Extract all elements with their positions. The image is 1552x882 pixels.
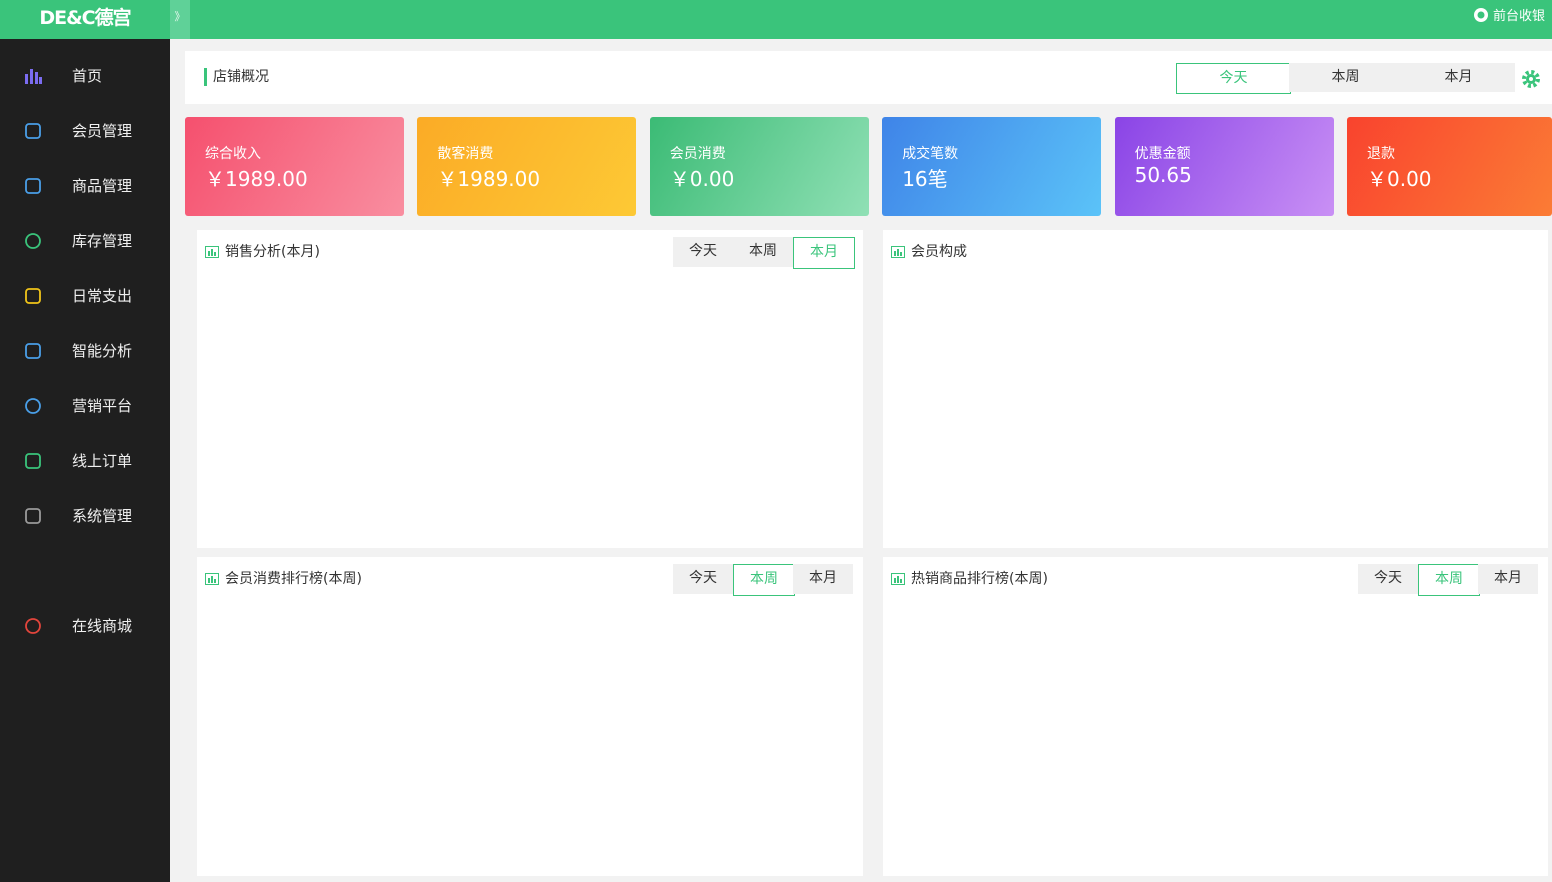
- menu-item[interactable]: 日常支出: [72, 287, 133, 305]
- panel: [883, 230, 1548, 548]
- panel-title: 会员消费排行榜(本周): [225, 571, 362, 587]
- header: [0, 0, 1552, 39]
- panel-icon: [205, 573, 219, 585]
- menu-item[interactable]: 线上订单: [72, 452, 133, 470]
- card-label: 成交笔数: [902, 146, 959, 162]
- stat-card: 成交笔数 16笔: [882, 117, 1102, 216]
- stat-card: 散客消费 ￥1989.00: [417, 117, 637, 216]
- menu-icon: [25, 288, 41, 304]
- cashier-label: 前台收银: [1492, 9, 1545, 24]
- stat-card: 优惠金额 50.65: [1114, 117, 1334, 216]
- panel-tab[interactable]: 本月: [793, 237, 855, 269]
- menu-icon: [25, 123, 41, 139]
- card-value: 50.65: [1134, 163, 1192, 187]
- overview-tab[interactable]: 今天: [1176, 63, 1291, 94]
- panel-icon: [205, 246, 219, 258]
- overview-tab[interactable]: 本周: [1289, 63, 1402, 92]
- panel-tab[interactable]: 本周: [733, 564, 795, 596]
- overview-title: 店铺概况: [213, 69, 269, 85]
- menu-item[interactable]: 库存管理: [72, 232, 133, 250]
- menu-icon: [25, 69, 42, 84]
- stat-card: 会员消费 ￥0.00: [649, 117, 869, 216]
- card-value: ￥1989.00: [205, 167, 308, 191]
- panel-title: 销售分析(本月): [225, 244, 320, 260]
- stat-card: 综合收入 ￥1989.00: [185, 117, 404, 216]
- menu-item[interactable]: 系统管理: [72, 507, 133, 525]
- title-accent: [204, 68, 207, 86]
- menu-item[interactable]: 营销平台: [72, 397, 133, 415]
- card-value: ￥0.00: [1367, 167, 1432, 191]
- cashier-link[interactable]: 前台收银: [1473, 0, 1545, 39]
- card-value: ￥0.00: [669, 167, 735, 191]
- sidebar: 首页会员管理商品管理库存管理日常支出智能分析营销平台线上订单系统管理在线商城: [0, 39, 170, 882]
- panel-icon: [891, 573, 905, 585]
- menu-icon: [25, 618, 41, 634]
- overview-tab[interactable]: 本月: [1402, 63, 1515, 92]
- card-label: 优惠金额: [1134, 146, 1191, 162]
- panel-tab[interactable]: 今天: [673, 564, 733, 594]
- collapse-button[interactable]: 》: [170, 0, 190, 39]
- cashier-icon: [1473, 8, 1488, 22]
- panel: [197, 230, 863, 548]
- card-label: 退款: [1367, 146, 1395, 162]
- card-value: ￥1989.00: [437, 167, 541, 191]
- menu-item[interactable]: 智能分析: [72, 342, 133, 360]
- card-label: 散客消费: [437, 146, 494, 162]
- logo[interactable]: DE&C德宫: [39, 7, 131, 29]
- menu-icon: [25, 178, 41, 194]
- panel: [883, 557, 1548, 876]
- panel-title: 会员构成: [911, 244, 967, 260]
- card-label: 综合收入: [205, 146, 261, 162]
- menu-item[interactable]: 在线商城: [72, 617, 133, 635]
- menu-icon: [25, 508, 41, 524]
- settings-icon[interactable]: [1521, 69, 1541, 89]
- panel-tab[interactable]: 今天: [673, 237, 733, 267]
- panel-tab[interactable]: 本周: [1418, 564, 1480, 596]
- menu-item[interactable]: 首页: [72, 67, 103, 85]
- panel-tab[interactable]: 本月: [1478, 564, 1538, 594]
- panel-tab[interactable]: 本周: [733, 237, 793, 267]
- panel-tab[interactable]: 本月: [793, 564, 853, 594]
- menu-icon: [25, 233, 41, 249]
- card-label: 会员消费: [669, 146, 726, 162]
- menu-item[interactable]: 会员管理: [72, 122, 133, 140]
- menu-icon: [25, 343, 41, 359]
- panel-icon: [891, 246, 905, 258]
- panel-title: 热销商品排行榜(本周): [911, 571, 1048, 587]
- stat-card: 退款 ￥0.00: [1347, 117, 1552, 216]
- menu-icon: [25, 398, 41, 414]
- card-value: 16笔: [902, 167, 948, 191]
- panel-tab[interactable]: 今天: [1358, 564, 1418, 594]
- menu-item[interactable]: 商品管理: [72, 177, 133, 195]
- menu-icon: [25, 453, 41, 469]
- panel: [197, 557, 863, 876]
